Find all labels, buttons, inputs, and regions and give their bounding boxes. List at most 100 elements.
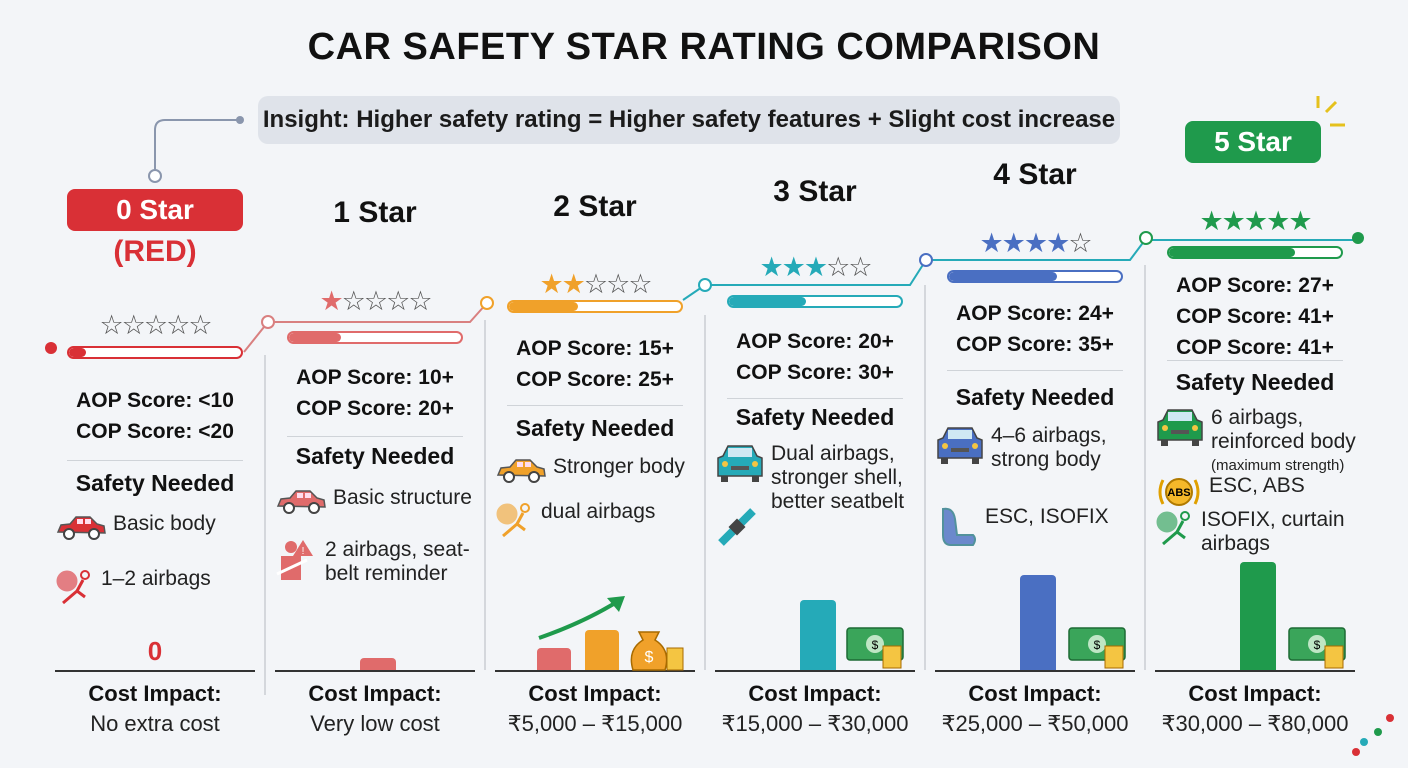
svg-text:$: $: [645, 649, 654, 666]
car-front-icon: [935, 424, 985, 472]
cost-bar: [1240, 562, 1276, 670]
safety-item-note: (maximum strength): [1211, 457, 1345, 474]
star-filled-icon: ★: [1221, 206, 1246, 236]
section-label: Safety Needed: [75, 470, 235, 496]
star-empty-icon: ☆: [121, 310, 146, 340]
cost-impact-value: ₹30,000 – ₹80,000: [1161, 711, 1349, 736]
safety-item: Stronger body: [495, 455, 710, 491]
divider: [264, 355, 266, 695]
safety-item: 4–6 airbags, strong body: [935, 424, 1150, 472]
rating-badge: 5 Star: [1185, 121, 1321, 163]
cost-baseline: [275, 670, 475, 672]
rating-column-5-star: 5 Star ★★★★★ AOP Score: 27+ COP Score: 41+ C…: [1145, 0, 1365, 768]
safety-item: 6 airbags, reinforced body (maximum stren…: [1155, 406, 1370, 478]
rating-column-0-star: 0 Star (RED) ☆☆☆☆☆ AOP Score: <10 COP Score…: [45, 0, 265, 768]
cost-bar: [360, 658, 396, 670]
star-empty-icon: ☆: [628, 269, 652, 299]
star-empty-icon: ☆: [143, 310, 168, 340]
rating-heading: 4 Star: [993, 158, 1077, 191]
star-filled-icon: ★: [1288, 206, 1312, 236]
star-rating: ★★★★☆: [925, 230, 1145, 257]
cost-baseline: [55, 670, 255, 672]
airbag-icon: [495, 500, 535, 546]
abs-icon: ABS: [1155, 474, 1203, 516]
safety-item-text: ESC, ISOFIX: [985, 505, 1109, 528]
rating-heading: 1 Star: [333, 196, 417, 229]
star-filled-icon: ★: [1023, 228, 1048, 258]
rating-column-2-star: 2 Star ★★☆☆☆ AOP Score: 15+ COP Score: 25+ S…: [485, 0, 705, 768]
star-empty-icon: ☆: [583, 269, 608, 299]
safety-item: Basic body: [55, 512, 270, 548]
rating-column-4-star: 4 Star ★★★★☆ AOP Score: 24+ COP Score: 35+ S…: [925, 0, 1145, 768]
insight-banner: Insight: Higher safety rating = Higher s…: [258, 96, 1120, 144]
car-front-icon: [715, 442, 765, 490]
svg-text:!: !: [302, 546, 305, 557]
safety-item-text: ESC, ABS: [1209, 474, 1305, 497]
safety-item: ! 2 airbags, seat-belt reminder: [275, 538, 490, 588]
separator: [1167, 360, 1343, 361]
score-line: AOP Score: 27+: [1176, 274, 1334, 297]
separator: [507, 405, 683, 406]
page-title: CAR SAFETY STAR RATING COMPARISON: [307, 26, 1101, 68]
safety-item: dual airbags: [495, 500, 710, 546]
section-label: Safety Needed: [955, 384, 1115, 410]
safety-item-text: 1–2 airbags: [101, 567, 211, 590]
cost-impact-label: Cost Impact:: [528, 681, 662, 706]
star-filled-icon: ★: [759, 252, 783, 282]
cost-impact-label: Cost Impact:: [748, 681, 882, 706]
cost-impact-value: ₹5,000 – ₹15,000: [507, 711, 683, 736]
car-icon: [55, 512, 107, 548]
cost-baseline: [495, 670, 695, 672]
rating-heading: 3 Star: [773, 175, 857, 208]
cost-impact-value: Very low cost: [310, 711, 440, 736]
star-empty-icon: ☆: [1068, 228, 1092, 258]
safety-item-text: ISOFIX, curtain airbags: [1201, 508, 1345, 555]
scores: AOP Score: 24+ COP Score: 35+: [925, 298, 1145, 360]
star-filled-icon: ★: [1046, 228, 1070, 258]
cost-marker: 0: [147, 636, 163, 666]
sparkle-icon: [1316, 96, 1345, 127]
star-empty-icon: ☆: [188, 310, 212, 340]
section-label: Safety Needed: [1175, 369, 1335, 395]
progress-bar: [1167, 246, 1343, 259]
star-empty-icon: ☆: [363, 286, 388, 316]
money-icon: $: [846, 627, 904, 669]
score-line: AOP Score: 15+: [516, 337, 674, 360]
star-empty-icon: ☆: [826, 252, 850, 282]
cost-bar: [1020, 575, 1056, 670]
star-empty-icon: ☆: [386, 286, 410, 316]
score-line: AOP Score: 20+: [736, 330, 894, 353]
cost-baseline: [715, 670, 915, 672]
airbag-icon: [55, 567, 95, 613]
car-icon: [275, 486, 327, 522]
trend-arrow-icon: [538, 596, 625, 640]
separator: [947, 370, 1123, 371]
star-filled-icon: ★: [979, 228, 1003, 258]
separator: [287, 436, 463, 437]
divider: [704, 315, 706, 670]
score-line: COP Score: <20: [76, 420, 234, 443]
safety-item: Basic structure: [275, 486, 490, 522]
separator: [727, 398, 903, 399]
safety-item: ABS ESC, ABS: [1155, 474, 1370, 516]
star-filled-icon: ★: [319, 286, 343, 316]
divider: [1144, 265, 1146, 670]
star-filled-icon: ★: [561, 269, 586, 299]
score-line: AOP Score: <10: [76, 389, 234, 412]
section-label: Safety Needed: [735, 404, 895, 430]
star-empty-icon: ☆: [341, 286, 366, 316]
score-line: COP Score: 25+: [516, 368, 674, 391]
rating-column-1-star: 1 Star ★☆☆☆☆ AOP Score: 10+ COP Score: 20+ S…: [265, 0, 485, 768]
star-filled-icon: ★: [1243, 206, 1268, 236]
star-rating: ★★★★★: [1145, 208, 1365, 235]
svg-text:ABS: ABS: [1167, 487, 1190, 499]
cost-impact-value: No extra cost: [90, 711, 220, 736]
cost-baseline: [935, 670, 1135, 672]
progress-bar: [67, 346, 243, 359]
progress-bar: [947, 270, 1123, 283]
star-empty-icon: ☆: [99, 310, 123, 340]
progress-bar: [287, 331, 463, 344]
scores: AOP Score: <10 COP Score: <20: [45, 385, 265, 447]
score-line: COP Score: 35+: [956, 333, 1114, 356]
star-filled-icon: ★: [1266, 206, 1290, 236]
